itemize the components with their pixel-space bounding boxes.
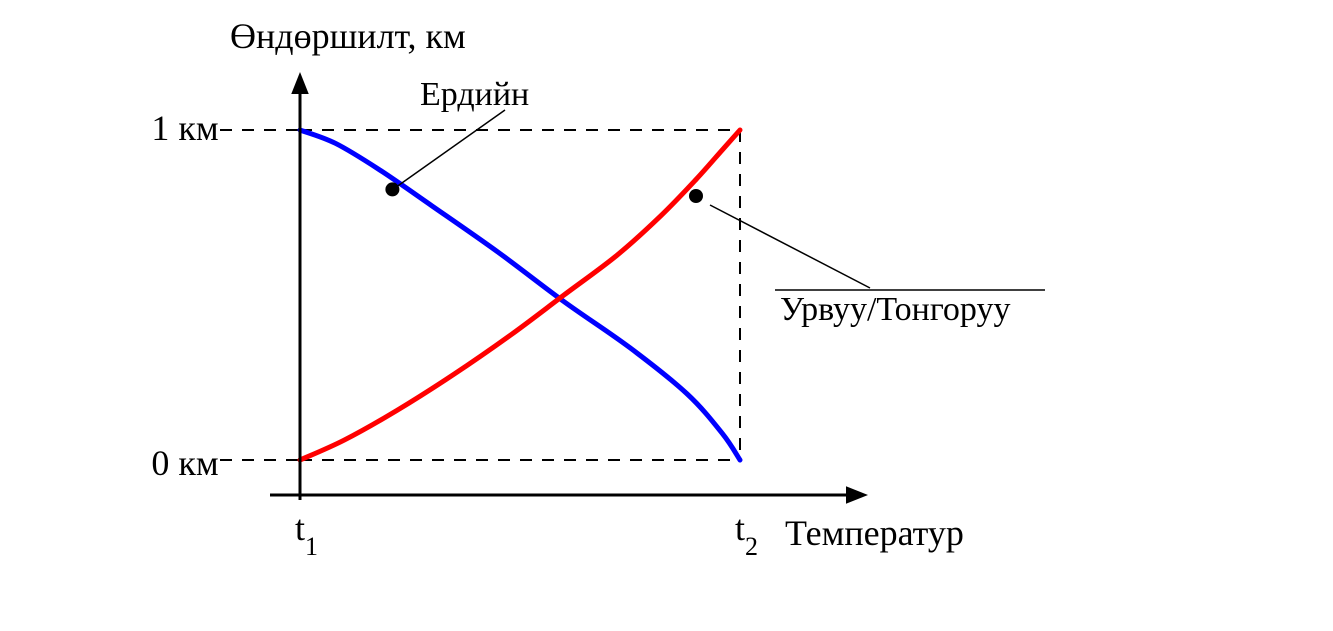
annotation-label-1: Урвуу/Тонгоруу — [780, 291, 1010, 328]
annotation-label-0: Ердийн — [420, 76, 529, 113]
y-tick-1: 0 км — [151, 443, 218, 483]
y-axis-title: Өндөршилт, км — [230, 16, 466, 56]
chart-background — [0, 0, 1333, 631]
x-axis-title: Температур — [785, 513, 964, 553]
chart-svg: Өндөршилт, км Температур 1 км0 кмt1t2 Ер… — [0, 0, 1333, 631]
y-tick-0: 1 км — [151, 108, 218, 148]
